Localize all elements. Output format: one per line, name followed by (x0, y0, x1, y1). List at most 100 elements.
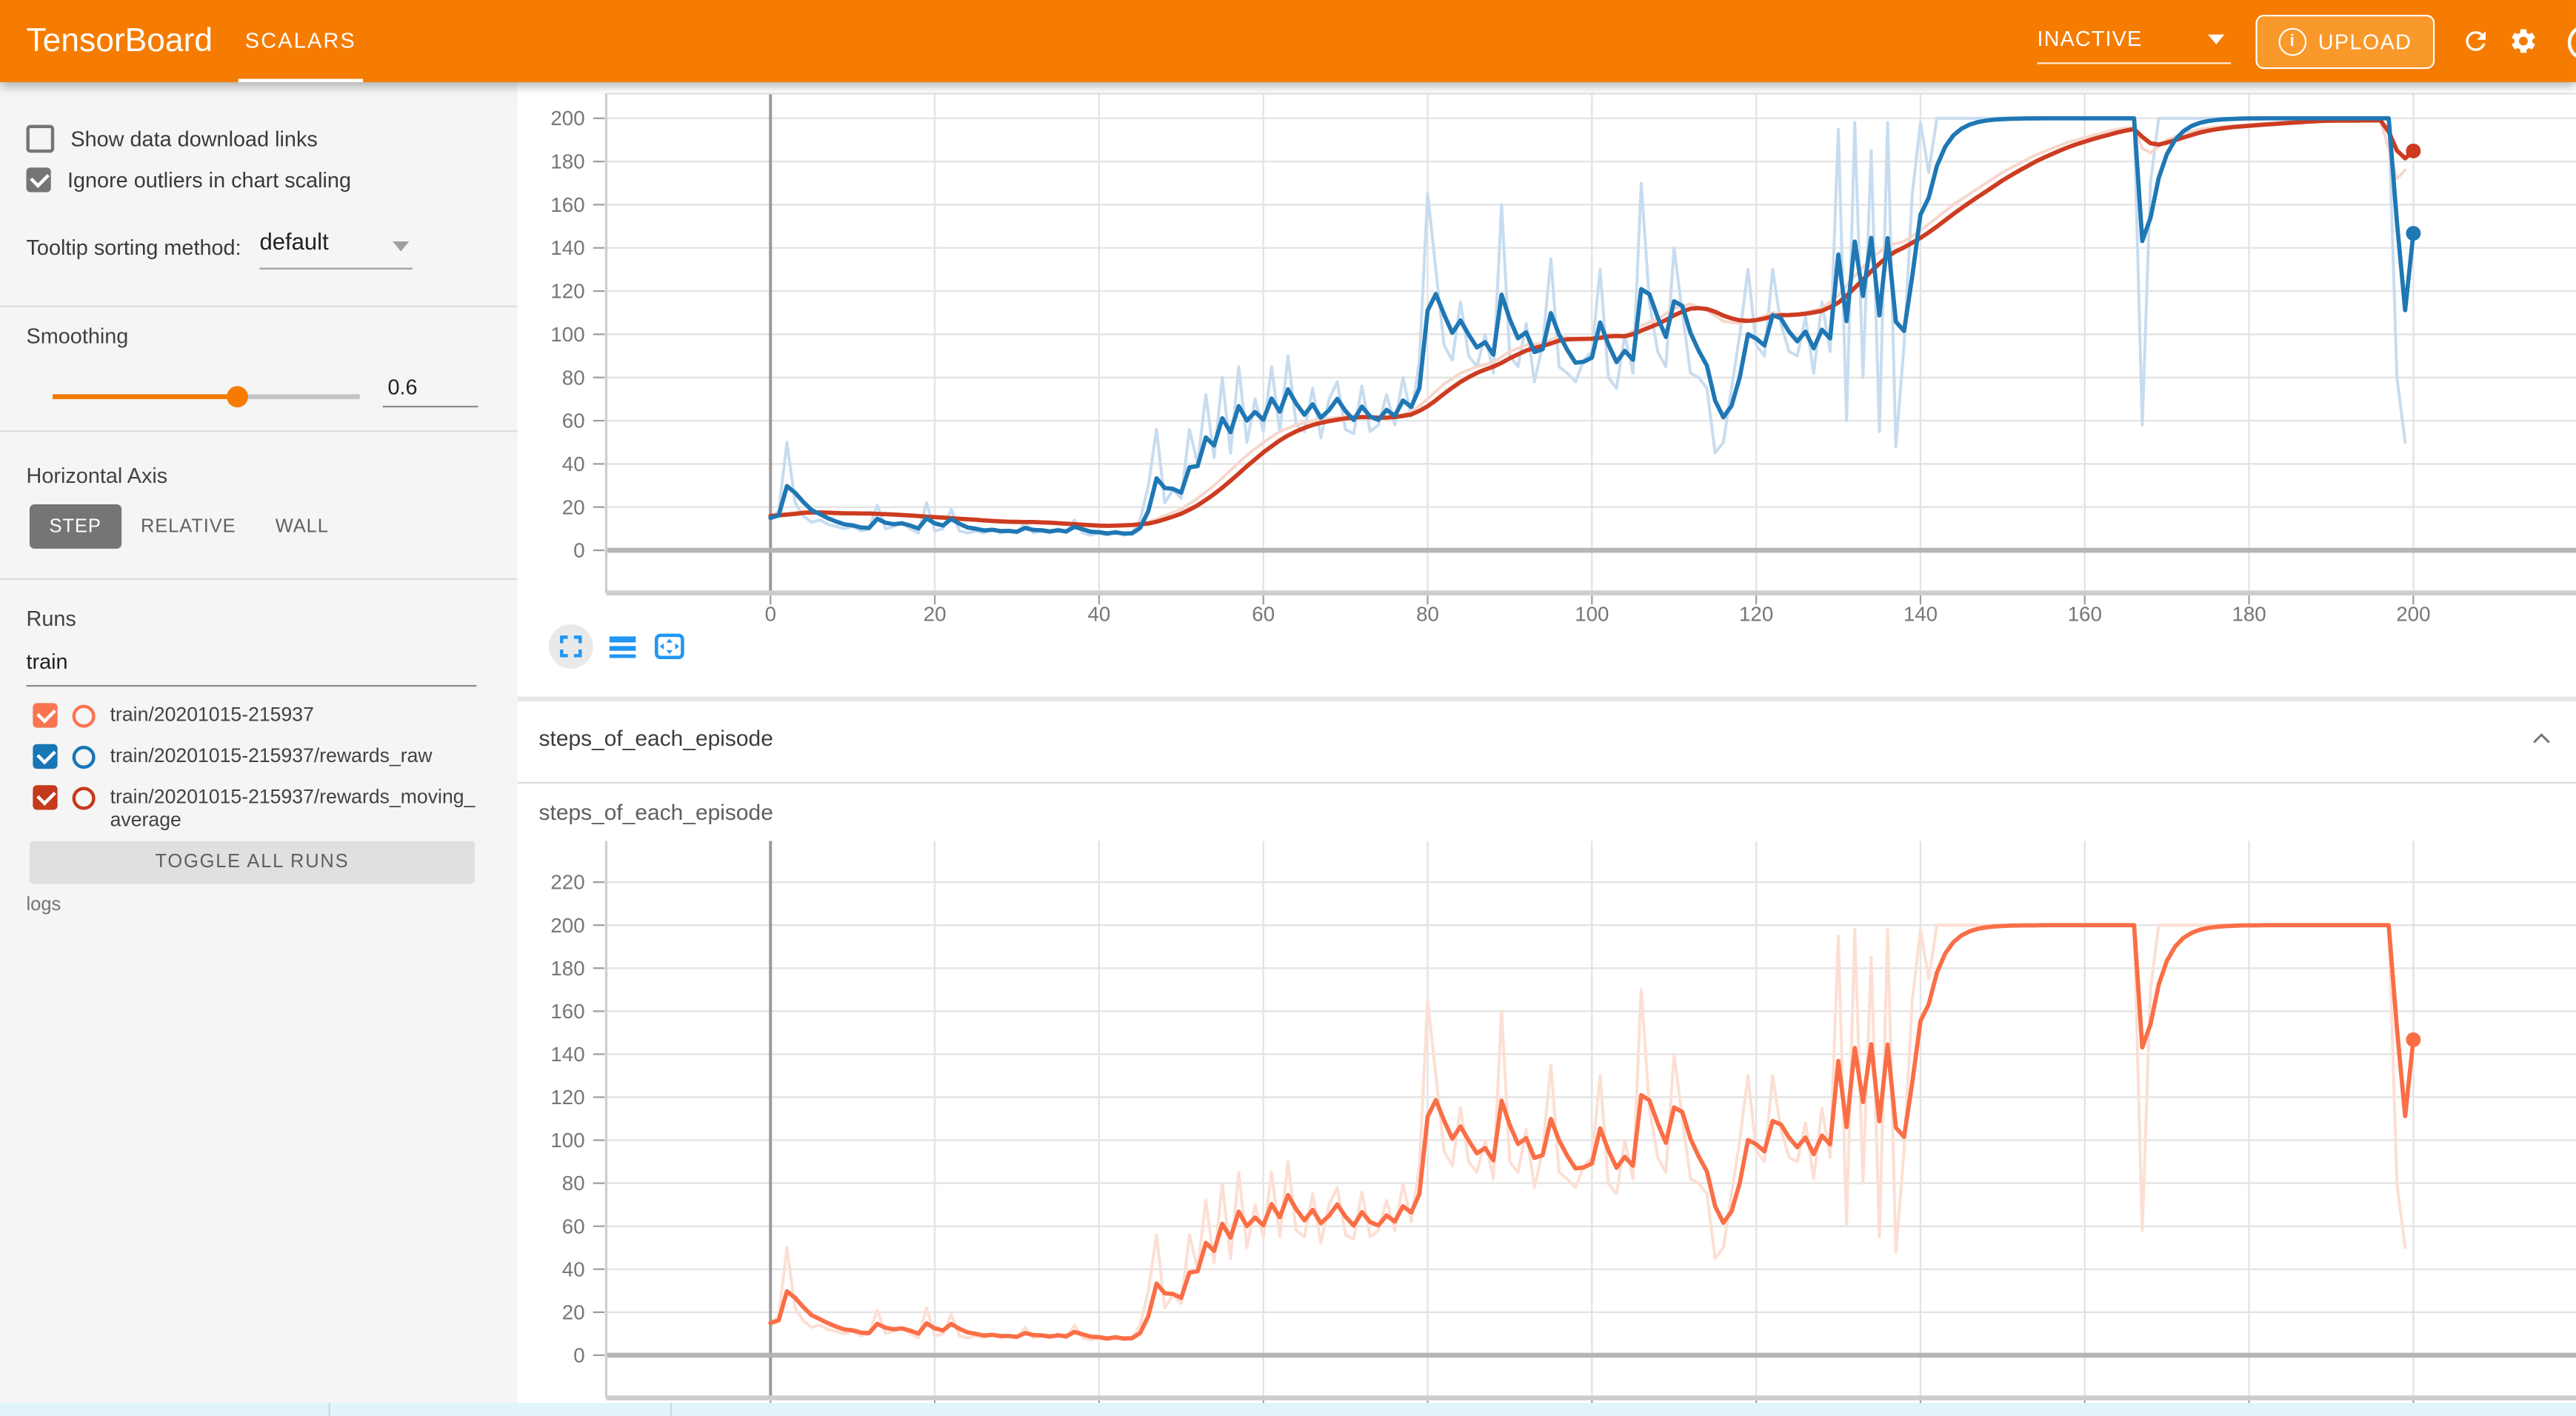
svg-text:200: 200 (2396, 602, 2430, 625)
horizontal-scrollbar[interactable] (0, 1403, 2576, 1416)
checkbox-unchecked-icon[interactable] (26, 124, 55, 153)
svg-text:180: 180 (550, 957, 584, 980)
experiment-status-value: INACTIVE (2037, 26, 2143, 51)
svg-text:40: 40 (562, 452, 585, 475)
svg-text:140: 140 (1903, 602, 1938, 625)
axis-option-wall[interactable]: WALL (275, 516, 329, 537)
run-label: train/20201015-215937/rewards_moving_ave… (110, 785, 476, 831)
expand-chart-button[interactable] (548, 624, 593, 669)
svg-text:40: 40 (562, 1258, 585, 1280)
checkbox-row[interactable]: Show data download links (26, 124, 318, 153)
checkbox-label: Show data download links (70, 126, 318, 152)
refresh-icon[interactable] (2461, 26, 2491, 56)
run-label: train/20201015-215937 (110, 703, 314, 727)
checkbox-row[interactable]: Ignore outliers in chart scaling (26, 167, 352, 193)
svg-text:60: 60 (562, 1215, 585, 1238)
log-scale-button[interactable] (608, 632, 639, 661)
svg-text:80: 80 (1416, 602, 1439, 625)
svg-text:120: 120 (550, 1086, 584, 1109)
tooltip-sorting-value: default (259, 228, 329, 255)
svg-text:100: 100 (550, 1129, 584, 1152)
svg-text:60: 60 (562, 410, 585, 433)
svg-text:100: 100 (550, 323, 584, 346)
run-label: train/20201015-215937/rewards_raw (110, 744, 433, 767)
svg-text:160: 160 (550, 193, 584, 216)
chevron-up-icon[interactable] (2529, 726, 2555, 752)
svg-text:20: 20 (562, 1300, 585, 1323)
svg-text:80: 80 (562, 1172, 585, 1195)
run-checkbox[interactable] (33, 703, 58, 728)
svg-text:200: 200 (550, 914, 584, 937)
svg-text:160: 160 (2068, 602, 2102, 625)
checkbox-checked-icon[interactable] (26, 167, 51, 193)
svg-text:80: 80 (562, 366, 585, 389)
svg-text:140: 140 (550, 236, 584, 259)
run-checkbox[interactable] (33, 785, 58, 810)
svg-text:0: 0 (573, 539, 584, 562)
run-row[interactable]: train/20201015-215937/rewards_raw (33, 744, 481, 769)
info-icon: i (2278, 27, 2307, 56)
svg-text:220: 220 (550, 871, 584, 894)
svg-text:40: 40 (1087, 602, 1110, 625)
svg-text:120: 120 (1739, 602, 1773, 625)
app-header: TensorBoard SCALARS INACTIVE i UPLOAD (0, 0, 2576, 82)
svg-text:160: 160 (550, 1000, 584, 1023)
expand-icon (560, 635, 582, 658)
slider-fill (52, 394, 237, 398)
svg-text:0: 0 (573, 1343, 584, 1366)
axis-option-relative[interactable]: RELATIVE (140, 516, 236, 537)
smoothing-slider[interactable] (52, 384, 360, 407)
help-icon[interactable] (2567, 24, 2576, 61)
svg-text:140: 140 (550, 1043, 584, 1066)
chart-toolbar (548, 624, 685, 669)
logs-label: logs (26, 895, 61, 915)
svg-text:20: 20 (562, 495, 585, 518)
chart-card-title: steps_of_each_episode (538, 800, 773, 825)
app-title: TensorBoard (26, 23, 213, 59)
horizontal-axis-buttons: STEP RELATIVE WALL (29, 504, 349, 549)
sidebar: Show data download links Ignore outliers … (0, 81, 518, 1403)
runs-label: Runs (26, 606, 76, 631)
fit-domain-icon (655, 633, 684, 660)
toggle-all-runs-button[interactable]: TOGGLE ALL RUNS (29, 841, 476, 884)
active-tab-underline (238, 78, 364, 82)
axis-option-step[interactable]: STEP (29, 504, 121, 549)
upload-button[interactable]: i UPLOAD (2255, 14, 2435, 70)
svg-text:180: 180 (550, 150, 584, 173)
tab-scalars-label: SCALARS (244, 27, 356, 53)
section-header-steps-of-each-episode[interactable]: steps_of_each_episode (517, 696, 2576, 784)
checkbox-label: Ignore outliers in chart scaling (67, 167, 352, 193)
chevron-down-icon (393, 241, 410, 252)
run-row[interactable]: train/20201015-215937 (33, 703, 481, 728)
svg-text:60: 60 (1252, 602, 1275, 625)
smoothing-value-input[interactable]: 0.6 (382, 371, 478, 408)
horizontal-axis-label: Horizontal Axis (26, 463, 168, 488)
tooltip-sorting-select[interactable]: default (259, 228, 413, 270)
slider-thumb[interactable] (227, 385, 249, 407)
log-scale-icon (609, 635, 636, 658)
run-visibility-circle-icon[interactable] (72, 787, 96, 810)
tooltip-sorting-label: Tooltip sorting method: (26, 235, 241, 260)
upload-button-label: UPLOAD (2318, 29, 2412, 55)
divider (0, 578, 518, 580)
run-visibility-circle-icon[interactable] (72, 704, 96, 728)
run-visibility-circle-icon[interactable] (72, 746, 96, 769)
svg-text:0: 0 (765, 602, 776, 625)
svg-text:120: 120 (550, 280, 584, 303)
chevron-down-icon (2208, 34, 2225, 44)
tab-scalars[interactable]: SCALARS (235, 0, 366, 82)
fit-domain-button[interactable] (654, 632, 685, 661)
settings-gear-icon[interactable] (2509, 26, 2538, 56)
runs-filter-input[interactable] (26, 649, 477, 687)
run-row[interactable]: train/20201015-215937/rewards_moving_ave… (33, 785, 481, 831)
svg-text:20: 20 (924, 602, 947, 625)
divider (0, 430, 518, 433)
svg-text:100: 100 (1575, 602, 1609, 625)
experiment-status-dropdown[interactable]: INACTIVE (2037, 20, 2232, 64)
run-checkbox[interactable] (33, 744, 58, 769)
divider (0, 305, 518, 307)
svg-text:200: 200 (550, 107, 584, 130)
